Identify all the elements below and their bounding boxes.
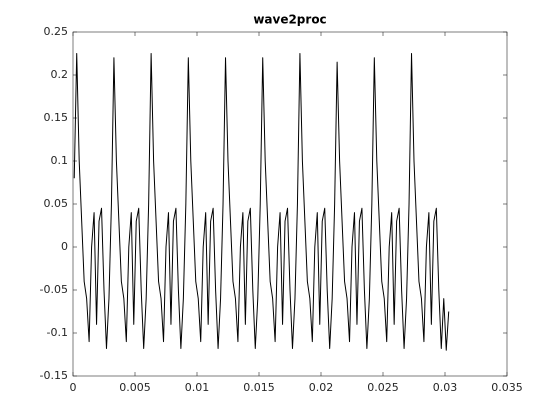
y-tick-label: 0.05	[44, 197, 69, 210]
y-tick-label: 0.25	[44, 25, 69, 38]
x-tick-label: 0.02	[309, 381, 334, 394]
y-tick-label: -0.1	[47, 326, 68, 339]
x-tick-label: 0	[70, 381, 77, 394]
wave-line	[73, 53, 450, 351]
y-tick-label: 0	[61, 240, 68, 253]
x-tick-label: 0.005	[119, 381, 151, 394]
y-tick-label: 0.15	[44, 111, 69, 124]
y-tick-label: -0.05	[40, 283, 68, 296]
x-tick-label: 0.03	[433, 381, 458, 394]
chart-title: wave2proc	[253, 13, 326, 27]
x-tick-label: 0.035	[491, 381, 523, 394]
x-tick-label: 0.015	[243, 381, 275, 394]
x-tick-label: 0.025	[367, 381, 399, 394]
y-tick-label: 0.1	[51, 154, 69, 167]
y-tick-label: 0.2	[51, 68, 69, 81]
x-tick-label: 0.01	[185, 381, 210, 394]
y-tick-label: -0.15	[40, 369, 68, 382]
